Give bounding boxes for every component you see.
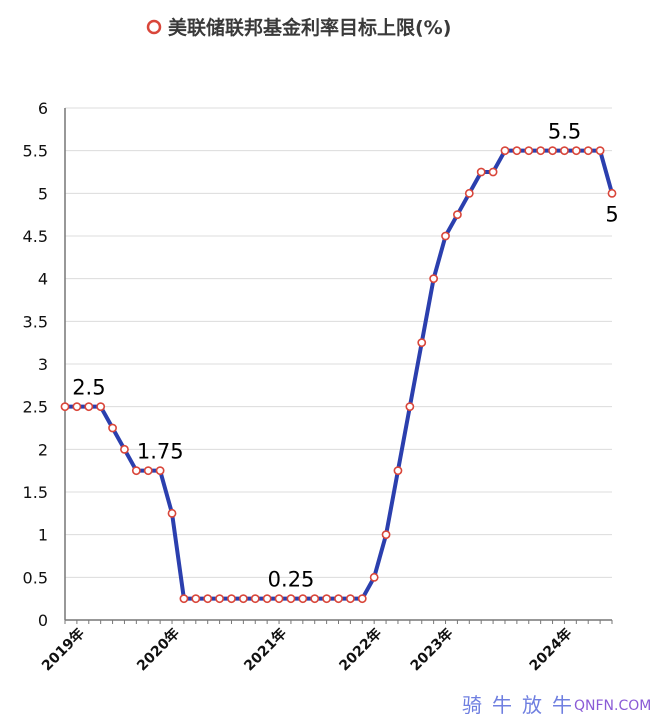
series-line-path [65,148,614,601]
data-point [441,231,450,241]
chart-title: 美联储联邦基金利率目标上限(%) [168,16,451,39]
y-tick-label: 1 [38,526,48,545]
watermark: 骑牛放牛 QNFN.COM [462,693,651,717]
data-point [179,594,189,604]
x-tick-label: 2020年 [133,625,182,674]
watermark-cn: 骑牛放牛 [462,693,582,717]
data-point [167,508,177,518]
data-point [262,594,272,604]
y-tick-label: 3 [38,355,48,374]
x-tick-label: 2024年 [526,625,575,674]
data-point [250,594,260,604]
y-tick-label: 2 [38,440,48,459]
series-line [60,146,617,604]
y-tick-label: 1.5 [23,483,48,502]
data-point [96,402,106,412]
data-label: 1.75 [137,440,184,464]
data-point [536,146,546,156]
data-point [524,146,534,156]
data-point [238,594,248,604]
x-tick-label: 2019年 [38,625,87,674]
data-label: 2.5 [72,376,105,400]
data-label: 5.5 [548,120,581,144]
gridlines [65,107,612,578]
data-point [369,572,379,582]
data-point [583,146,593,156]
data-point [120,444,129,454]
data-point [191,594,201,604]
y-tick-label: 0.5 [23,568,48,587]
data-label: 0.25 [268,568,315,592]
data-point [429,274,439,284]
data-label: 5 [605,202,618,226]
watermark-en: QNFN.COM [574,698,651,714]
y-tick-label: 6 [38,99,48,118]
data-point [298,594,308,604]
data-point [595,146,605,156]
y-tick-label: 5.5 [23,142,48,161]
data-point [286,594,296,604]
data-point [560,146,569,156]
data-point [357,594,367,604]
data-point [548,146,557,156]
data-point [405,402,415,412]
data-point [381,530,391,540]
y-tick-label: 4 [38,270,48,289]
data-point [334,594,343,604]
x-tick-label: 2021年 [241,625,290,674]
y-tick-label: 4.5 [23,227,48,246]
data-point [476,167,486,177]
data-point [488,167,498,177]
data-point [345,594,355,604]
axes [64,108,613,624]
legend: 美联储联邦基金利率目标上限(%) [146,16,451,39]
data-point [227,594,236,604]
data-point [203,594,213,604]
y-tick-label: 3.5 [23,312,48,331]
data-point [322,594,332,604]
data-point [215,594,224,604]
data-point [108,423,117,433]
data-point [143,466,153,476]
data-point [274,594,284,604]
x-tick-label: 2023年 [407,625,456,674]
y-tick-label: 5 [38,184,48,203]
y-axis-ticks: 0 0.5 1 1.5 2 2.5 3 3.5 4 4.5 5 5.5 6 [23,99,48,630]
data-point [500,146,510,156]
data-point [131,466,141,476]
data-point [393,466,403,476]
data-point [72,402,82,412]
data-point [417,338,427,348]
legend-marker [146,19,162,35]
data-point [512,146,522,156]
data-point [84,402,94,412]
data-point [571,146,581,156]
data-point [453,210,462,220]
data-point [155,466,165,476]
data-labels: 2.5 1.75 0.25 5.5 5 [72,120,618,592]
x-axis-ticks: 2019年 2020年 2021年 2022年 2023年 2024年 [38,625,575,674]
data-point [60,402,70,412]
data-point [607,188,617,198]
data-point [310,594,320,604]
data-point [464,188,474,198]
y-tick-label: 0 [38,611,48,630]
x-tick-label: 2022年 [336,625,385,674]
y-tick-label: 2.5 [23,398,48,417]
